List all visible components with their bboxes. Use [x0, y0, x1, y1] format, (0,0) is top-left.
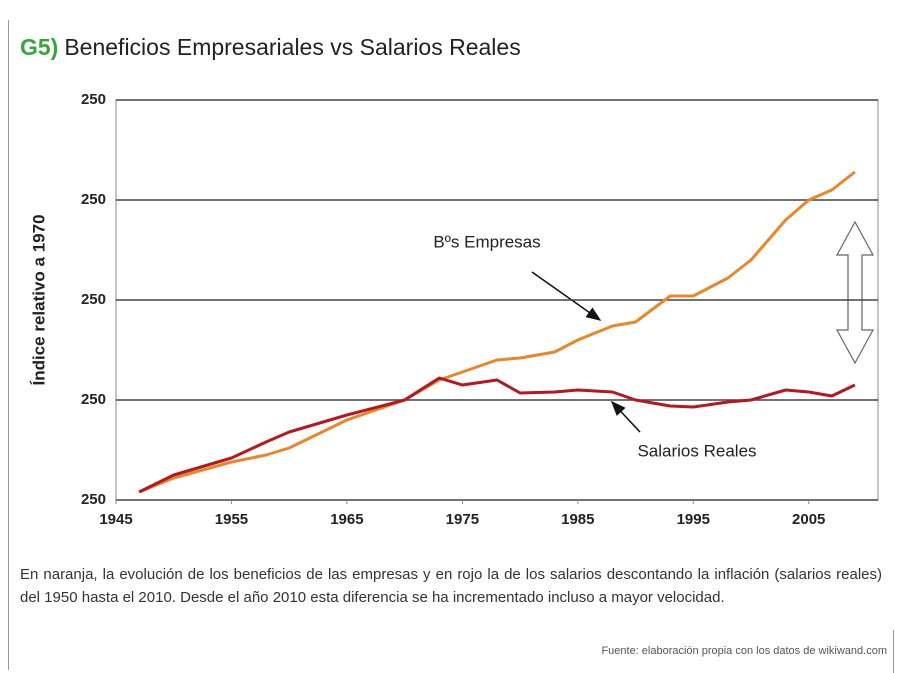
series-line	[138, 170, 856, 494]
annotation-arrow	[531, 271, 602, 321]
frame-left	[8, 20, 9, 670]
frame-right	[893, 630, 894, 673]
header: G5) Beneficios Empresariales vs Salarios …	[20, 34, 521, 61]
y-tick-label: 250	[81, 291, 106, 308]
series-line	[138, 376, 856, 494]
y-tick-label: 250	[81, 191, 106, 208]
y-tick-label: 250	[81, 91, 106, 108]
source: Fuente: elaboración propia con los datos…	[601, 645, 887, 657]
y-tick-label: 250	[81, 391, 106, 408]
x-tick-label: 1945	[99, 511, 132, 528]
chart: Índice relativo a 1970 250 250 250 250 250 19…	[29, 91, 879, 528]
y-tick-label: 250	[81, 491, 106, 508]
x-tick-label: 1985	[561, 511, 594, 528]
x-tick-label: 1995	[677, 511, 710, 528]
annotation-arrow	[610, 400, 641, 433]
header-tag: G5)	[20, 34, 59, 60]
series-label: Bºs Empresas	[433, 232, 540, 251]
header-title: Beneficios Empresariales vs Salarios Rea…	[64, 34, 521, 60]
caption: En naranja, la evolución de los benefici…	[20, 566, 882, 606]
y-axis-label: Índice relativo a 1970	[29, 214, 48, 385]
x-tick-label: 1965	[330, 511, 363, 528]
x-tick-label: 1955	[215, 511, 248, 528]
series-label: Salarios Reales	[637, 441, 756, 460]
gap-arrow	[835, 220, 875, 365]
x-tick-label: 1975	[446, 511, 479, 528]
x-tick-label: 2005	[792, 511, 825, 528]
